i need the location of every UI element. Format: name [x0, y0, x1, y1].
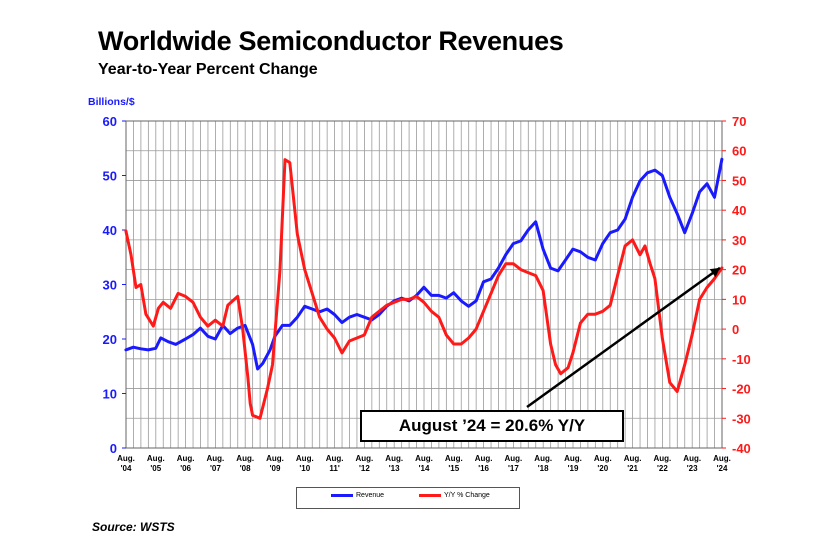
left-axis-tick-label: 20: [103, 332, 117, 347]
x-axis-tick-label-month: Aug.: [654, 454, 672, 463]
legend-item-revenue: Revenue: [331, 492, 384, 499]
right-axis-tick-label: -20: [732, 382, 751, 397]
x-axis-tick-label-year: '07: [210, 464, 221, 473]
x-axis-tick-label-year: '22: [657, 464, 668, 473]
x-axis-tick-label-year: '21: [627, 464, 638, 473]
x-axis-tick-label-month: Aug.: [624, 454, 642, 463]
x-axis-tick-label-month: Aug.: [713, 454, 731, 463]
x-axis-tick-label-year: '20: [597, 464, 608, 473]
x-axis-tick-label-month: Aug.: [266, 454, 284, 463]
left-axis-title: Billions/$: [88, 96, 135, 108]
x-axis-tick-label-month: Aug.: [683, 454, 701, 463]
right-axis-tick-label: 20: [732, 263, 746, 278]
trend-arrow-line: [526, 266, 721, 409]
x-axis-tick-label-year: '08: [240, 464, 251, 473]
x-axis-tick-label-year: '19: [568, 464, 579, 473]
x-axis-tick-label-year: '12: [359, 464, 370, 473]
legend: Revenue Y/Y % Change: [296, 487, 520, 509]
x-axis-tick-label-month: Aug.: [236, 454, 254, 463]
x-axis-tick-label-month: Aug.: [505, 454, 523, 463]
x-axis-tick-label-year: '10: [299, 464, 310, 473]
x-axis-tick-label-year: '17: [508, 464, 519, 473]
right-axis-tick-label: -10: [732, 352, 751, 367]
x-axis-tick-label-month: Aug.: [594, 454, 612, 463]
x-axis-tick-label-month: Aug.: [177, 454, 195, 463]
legend-swatch-revenue: [331, 494, 353, 497]
left-axis-tick-label: 50: [103, 169, 117, 184]
x-axis-tick-label-month: Aug.: [385, 454, 403, 463]
right-axis-tick-label: 0: [732, 322, 739, 337]
right-axis-tick-label: -30: [732, 411, 751, 426]
right-axis-tick-label: 10: [732, 292, 746, 307]
right-axis-tick-label: 40: [732, 203, 746, 218]
x-axis-tick-label-year: '24: [717, 464, 728, 473]
x-axis-tick-label-year: 11': [329, 464, 339, 473]
x-axis-tick-label-year: '09: [270, 464, 281, 473]
x-axis-tick-label-month: Aug.: [445, 454, 463, 463]
right-axis-tick-label: -40: [732, 441, 751, 456]
x-axis-tick-label-year: '23: [687, 464, 698, 473]
x-axis-tick-label-year: '05: [150, 464, 161, 473]
x-axis-tick-label-year: '14: [419, 464, 430, 473]
left-axis-tick-label: 40: [103, 223, 117, 238]
legend-label-revenue: Revenue: [356, 492, 385, 499]
left-axis-tick-label: 60: [103, 114, 117, 129]
x-axis-tick-label-month: Aug.: [147, 454, 165, 463]
right-axis-tick-label: 70: [732, 114, 746, 129]
x-axis-tick-label-month: Aug.: [564, 454, 582, 463]
series-line-revenue: [124, 157, 724, 371]
right-axis-tick-label: 30: [732, 233, 746, 248]
x-axis-tick-label-month: Aug.: [117, 454, 135, 463]
x-axis-tick-label-month: Aug.: [207, 454, 225, 463]
x-axis-tick-label-month: Aug.: [326, 454, 344, 463]
x-axis-tick-label-month: Aug.: [296, 454, 314, 463]
left-axis-tick-label: 30: [103, 278, 117, 293]
left-axis-tick-label: 0: [110, 441, 117, 456]
x-axis-tick-label-year: '15: [448, 464, 459, 473]
x-axis-tick-label-month: Aug.: [534, 454, 552, 463]
x-axis-tick-label-year: '06: [180, 464, 191, 473]
legend-swatch-yoy: [419, 494, 441, 497]
x-axis-tick-label-month: Aug.: [415, 454, 433, 463]
legend-label-yoy: Y/Y % Change: [444, 492, 490, 499]
x-axis-tick-label-year: '16: [478, 464, 489, 473]
x-axis-tick-label-year: '13: [389, 464, 400, 473]
x-axis-tick-label-month: Aug.: [475, 454, 493, 463]
chart-subtitle: Year-to-Year Percent Change: [98, 61, 318, 78]
series-line-yoy: [124, 158, 724, 420]
x-axis-tick-label-year: '18: [538, 464, 549, 473]
x-axis-tick-label-year: '04: [121, 464, 132, 473]
source-note: Source: WSTS: [92, 520, 175, 534]
right-axis-tick-label: 60: [732, 144, 746, 159]
x-axis-tick-label-month: Aug.: [356, 454, 374, 463]
annotation-box: August ’24 = 20.6% Y/Y: [360, 410, 624, 442]
left-axis-tick-label: 10: [103, 387, 117, 402]
right-axis-tick-label: 50: [732, 173, 746, 188]
legend-item-yoy: Y/Y % Change: [419, 492, 490, 499]
trend-arrow-head: [709, 267, 720, 278]
chart-title: Worldwide Semiconductor Revenues: [98, 26, 564, 56]
